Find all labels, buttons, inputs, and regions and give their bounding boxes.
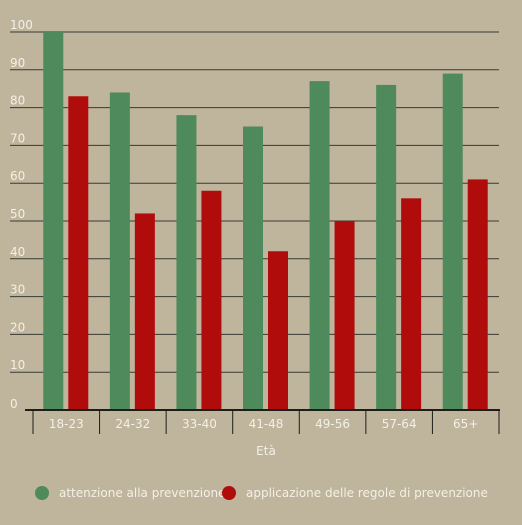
y-tick-label: 0	[10, 397, 18, 411]
bar	[176, 115, 197, 410]
y-tick-label: 40	[10, 245, 25, 259]
x-tick-label: 57-64	[382, 417, 417, 431]
legend-label: attenzione alla prevenzione	[59, 486, 225, 500]
bar	[376, 84, 397, 411]
y-tick-label: 100	[10, 18, 33, 32]
y-tick-label: 60	[10, 169, 25, 183]
bar	[442, 73, 463, 410]
bar	[243, 126, 263, 410]
bar	[268, 251, 288, 410]
legend-marker	[35, 486, 49, 500]
y-tick-label: 80	[10, 94, 25, 108]
y-tick-label: 50	[10, 207, 25, 221]
bar	[68, 96, 89, 410]
bar	[201, 190, 222, 410]
legend-marker	[222, 486, 236, 500]
y-tick-label: 30	[10, 283, 25, 297]
x-axis-title: Età	[256, 444, 276, 458]
y-tick-label: 90	[10, 56, 25, 70]
y-tick-label: 20	[10, 320, 25, 334]
x-tick-label: 49-56	[315, 417, 350, 431]
x-tick-label: 24-32	[115, 417, 150, 431]
y-tick-label: 10	[10, 358, 25, 372]
legend-label: applicazione delle regole di prevenzione	[246, 486, 488, 500]
y-tick-label: 70	[10, 131, 25, 145]
bar	[109, 92, 130, 410]
x-tick-label: 65+	[453, 417, 478, 431]
bar	[467, 179, 488, 410]
x-tick-label: 18-23	[49, 417, 84, 431]
x-tick-label: 33-40	[182, 417, 217, 431]
bar	[334, 221, 355, 410]
x-tick-label: 41-48	[249, 417, 284, 431]
bar	[401, 198, 422, 410]
bar	[134, 213, 155, 410]
bar	[43, 32, 64, 410]
bar	[309, 81, 330, 410]
